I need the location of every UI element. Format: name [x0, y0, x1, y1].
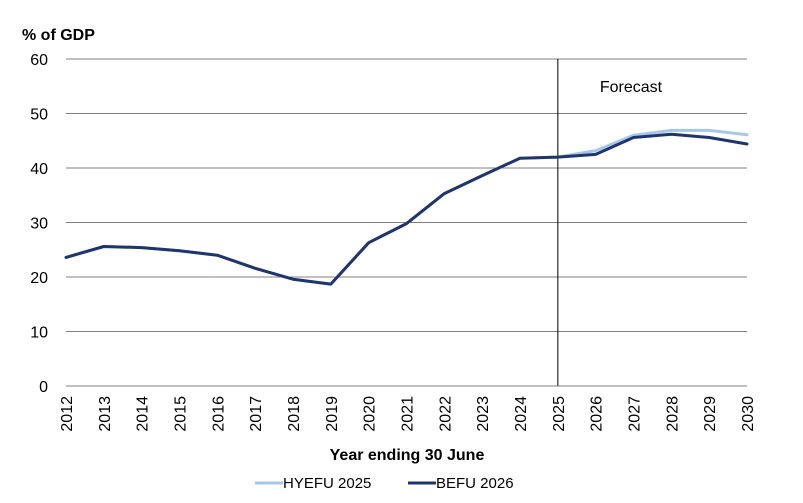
series-line-1: [64, 132, 749, 286]
legend-label: BEFU 2026: [436, 475, 514, 492]
x-tick-label: 2030: [740, 396, 757, 432]
x-tick-label: 2017: [248, 396, 265, 432]
x-tick-label: 2022: [437, 396, 454, 432]
x-tick-label: 2015: [173, 396, 190, 432]
y-tick-label: 20: [30, 270, 48, 287]
x-tick-label: 2028: [664, 396, 681, 432]
y-tick-label: 60: [30, 52, 48, 69]
x-tick-label: 2024: [513, 396, 530, 432]
x-tick-label: 2029: [702, 396, 719, 432]
y-tick-label: 40: [30, 161, 48, 178]
y-tick-labels: 0 10 20 30 40 50 60: [30, 52, 48, 396]
x-tick-label: 2025: [551, 396, 568, 432]
series-lines: [64, 128, 749, 286]
forecast-marker-group: Forecast: [557, 59, 663, 386]
x-tick-label: 2019: [324, 396, 341, 432]
y-tick-label: 0: [39, 379, 48, 396]
y-unit-label: % of GDP: [22, 27, 95, 44]
x-tick-label: 2027: [627, 396, 644, 432]
x-tick-label: 2023: [475, 396, 492, 432]
x-tick-label: 2020: [362, 396, 379, 432]
x-tick-label: 2021: [400, 396, 417, 432]
chart-legend: HYEFU 2025 BEFU 2026: [255, 475, 514, 492]
legend-label: HYEFU 2025: [283, 475, 371, 492]
x-tick-label: 2018: [286, 396, 303, 432]
x-tick-label: 2013: [97, 396, 114, 432]
series-line-0: [64, 128, 749, 286]
x-tick-label: 2012: [59, 396, 76, 432]
x-tick-label: 2014: [135, 396, 152, 432]
gridlines: [66, 58, 747, 332]
x-tick-label: 2026: [589, 396, 606, 432]
forecast-label: Forecast: [600, 79, 663, 96]
x-tick-labels: 2012 2013 2014 2015 2016 2017 2018 2019 2020 2021…: [59, 396, 757, 432]
x-tick-label: 2016: [210, 396, 227, 432]
y-tick-label: 50: [30, 107, 48, 124]
x-axis-title: Year ending 30 June: [330, 447, 485, 464]
y-tick-label: 30: [30, 216, 48, 233]
y-tick-label: 10: [30, 325, 48, 342]
